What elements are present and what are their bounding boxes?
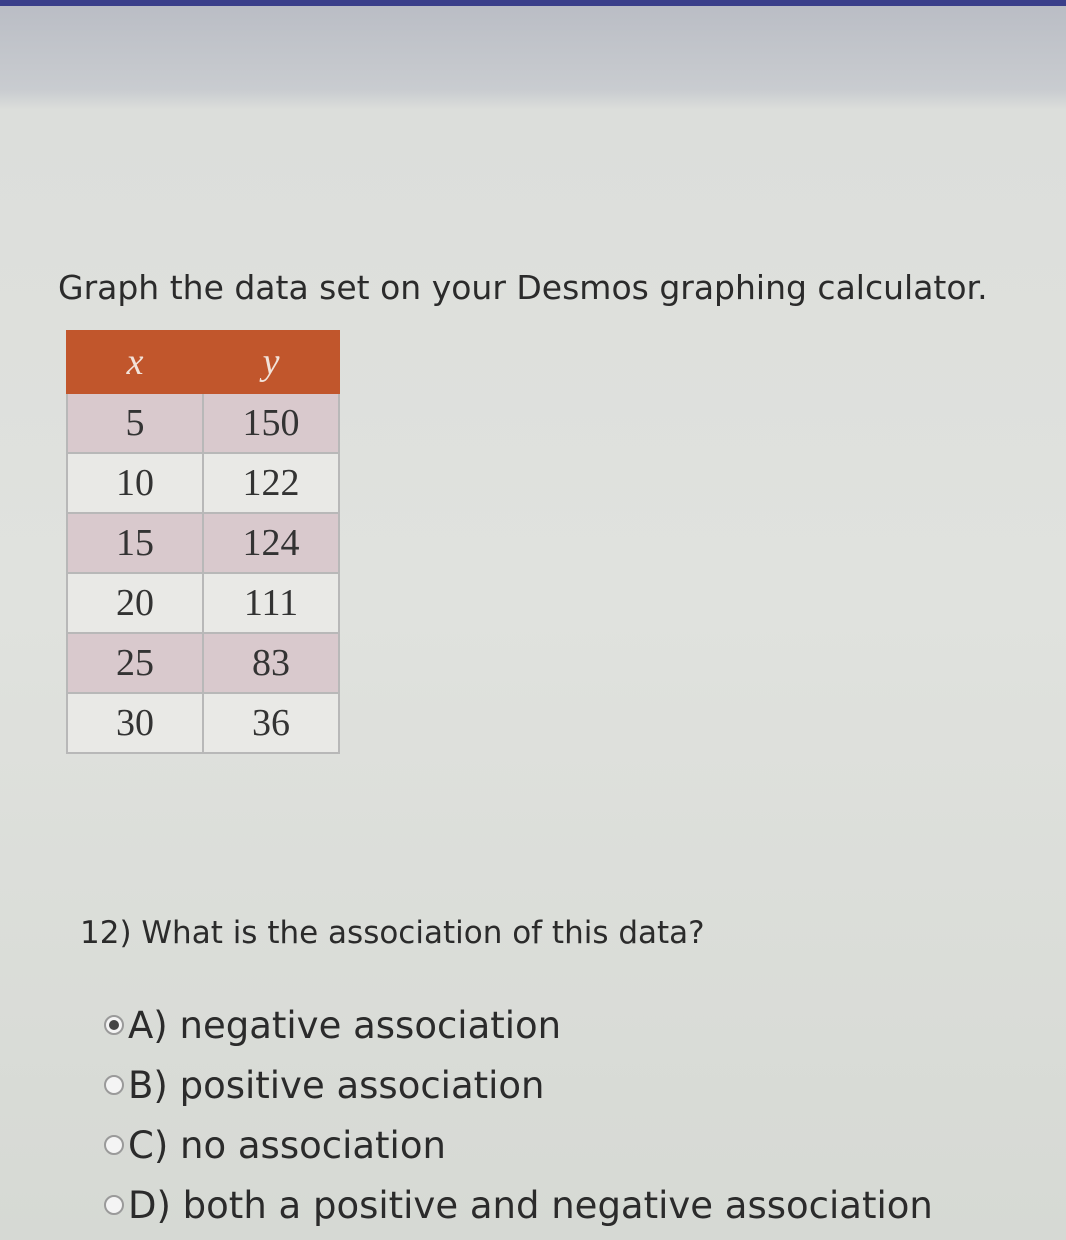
option[interactable]: D) both a positive and negative associat…: [104, 1175, 933, 1235]
radio-button[interactable]: [104, 1075, 124, 1095]
radio-button[interactable]: [104, 1135, 124, 1155]
table-row: 10 122: [66, 452, 340, 514]
data-table: x y 5 150 10 122 15 124 20 111 25 83 30 36: [66, 330, 340, 754]
table-cell: 30: [66, 692, 204, 754]
table-cell: 122: [202, 452, 340, 514]
table-cell: 124: [202, 512, 340, 574]
table-cell: 36: [202, 692, 340, 754]
table-cell: 25: [66, 632, 204, 694]
header-cell: x: [66, 330, 204, 394]
table-cell: 150: [202, 392, 340, 454]
question: 12) What is the association of this data…: [80, 915, 705, 951]
option[interactable]: C) no association: [104, 1115, 933, 1175]
table-cell: 83: [202, 632, 340, 694]
header-row: x y: [66, 330, 340, 394]
option-label: D) both a positive and negative associat…: [128, 1183, 933, 1227]
table-cell: 10: [66, 452, 204, 514]
table-row: 30 36: [66, 692, 340, 754]
option-label: A) negative association: [128, 1003, 562, 1047]
table-row: 15 124: [66, 512, 340, 574]
table-cell: 5: [66, 392, 204, 454]
option[interactable]: B) positive association: [104, 1055, 933, 1115]
table-cell: 20: [66, 572, 204, 634]
header-cell: y: [202, 330, 340, 394]
table-cell: 15: [66, 512, 204, 574]
table-row: 20 111: [66, 572, 340, 634]
option[interactable]: A) negative association: [104, 995, 933, 1055]
table-body: 5 150 10 122 15 124 20 111 25 83 30 36: [66, 392, 340, 754]
table-row: 25 83: [66, 632, 340, 694]
table-cell: 111: [202, 572, 340, 634]
radio-button[interactable]: [104, 1015, 124, 1035]
top-bar: [0, 0, 1066, 6]
option-label: B) positive association: [128, 1063, 545, 1107]
radio-button[interactable]: [104, 1195, 124, 1215]
option-label: C) no association: [128, 1123, 446, 1167]
instruction: Graph the data set on your Desmos graphi…: [58, 268, 988, 307]
table-row: 5 150: [66, 392, 340, 454]
options: A) negative association B) positive assoc…: [104, 995, 933, 1235]
